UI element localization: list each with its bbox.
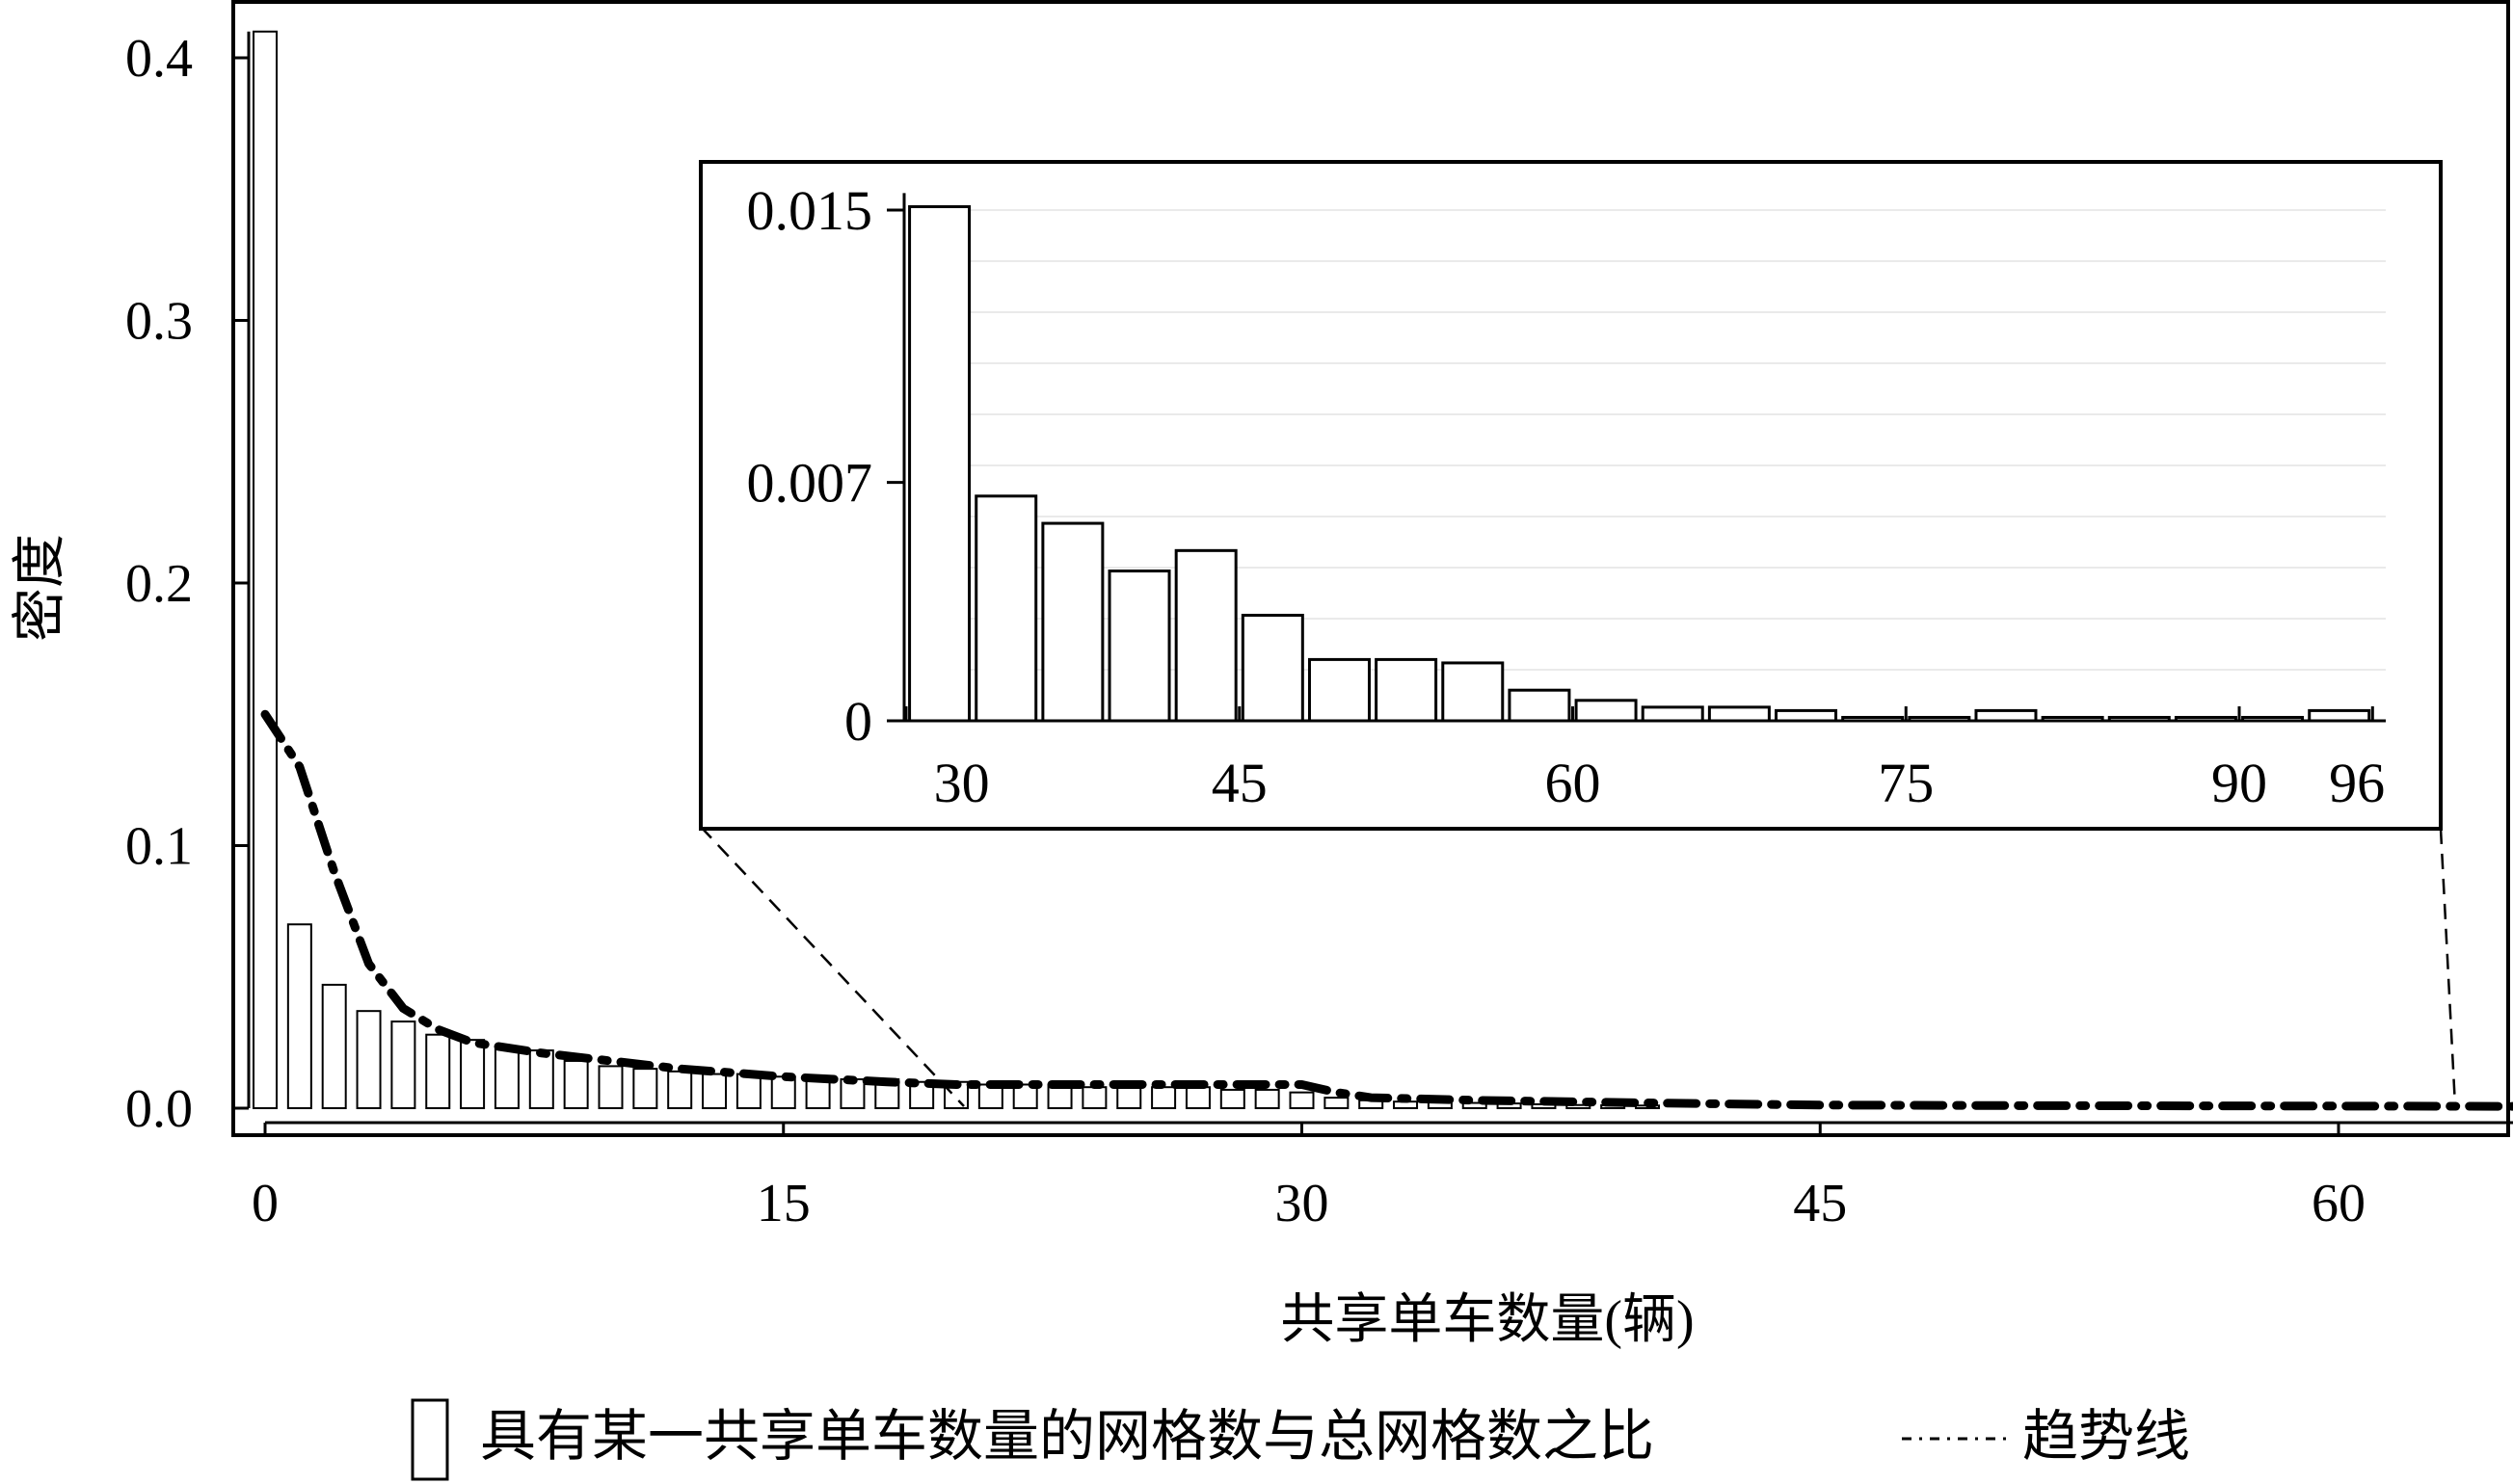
inset-x-tick-label-96: 96 xyxy=(2329,752,2385,814)
main-y-tick-label-0.2: 0.2 xyxy=(125,554,193,614)
legend-bar-label: 具有某一共享单车数量的网格数与总网格数之比 xyxy=(480,1405,1654,1468)
legend: 具有某一共享单车数量的网格数与总网格数之比 趋势线 xyxy=(411,1398,2190,1481)
main-bar-11 xyxy=(632,1068,658,1109)
main-y-tick-label-0.0: 0.0 xyxy=(125,1079,193,1139)
legend-trend-label: 趋势线 xyxy=(2022,1405,2190,1468)
main-bar-26 xyxy=(1151,1086,1177,1109)
main-x-tick-label-0: 0 xyxy=(252,1174,279,1233)
main-bar-9 xyxy=(563,1059,589,1109)
main-x-tick-label-15: 15 xyxy=(757,1174,811,1233)
main-y-tick-label-0.1: 0.1 xyxy=(125,817,193,877)
main-y-axis: 0.0 0.1 0.2 0.3 0.4 xyxy=(125,29,251,1139)
inset-bar-49.5 xyxy=(1307,657,1371,723)
inset-x-tick-label-60: 60 xyxy=(1545,752,1601,814)
inset-bar-79.5 xyxy=(1974,708,2038,723)
inset-bars xyxy=(908,204,2371,723)
inset-y-axis: 0 0.007 0.015 xyxy=(747,179,906,753)
inset-bar-94.5 xyxy=(2308,708,2371,723)
zoom-connector-right xyxy=(2439,828,2457,1107)
inset-bar-43.5 xyxy=(1174,548,1238,723)
main-bar-6 xyxy=(460,1039,486,1110)
main-bar-5 xyxy=(425,1033,451,1109)
main-bar-25 xyxy=(1116,1086,1142,1109)
inset-bar-31.5 xyxy=(908,204,972,723)
inset-bar-58.5 xyxy=(1508,688,1571,723)
main-bar-29 xyxy=(1254,1088,1280,1110)
main-bar-24 xyxy=(1082,1086,1108,1109)
main-bar-13 xyxy=(702,1073,728,1109)
inset-bar-64.5 xyxy=(1641,705,1704,723)
main-bar-7 xyxy=(494,1047,520,1109)
main-bar-3 xyxy=(356,1010,382,1110)
main-x-tick-label-45: 45 xyxy=(1793,1174,1847,1233)
inset-bar-55.5 xyxy=(1441,661,1505,723)
x-axis-title: 共享单车数量(辆) xyxy=(1280,1290,1694,1350)
inset-bar-67.5 xyxy=(1707,705,1771,723)
main-bar-1 xyxy=(286,923,312,1109)
main-plot-frame xyxy=(231,0,2510,1137)
y-axis-title: 密度 xyxy=(11,534,70,642)
inset-bar-61.5 xyxy=(1574,699,1638,723)
inset-bar-40.5 xyxy=(1108,570,1171,723)
inset-y-tick-label-0.007: 0.007 xyxy=(747,452,873,515)
inset-y-tick-label-0: 0 xyxy=(844,690,872,753)
main-bar-14 xyxy=(735,1073,762,1109)
inset-grid xyxy=(933,209,2386,671)
trend-line-path xyxy=(260,709,2513,1111)
main-bar-35 xyxy=(1461,1101,1487,1110)
main-bar-30 xyxy=(1289,1091,1315,1110)
inset-bar-52.5 xyxy=(1375,657,1438,723)
main-bar-38 xyxy=(1565,1103,1591,1109)
zoom-connector-left xyxy=(700,826,965,1107)
main-x-tick-label-60: 60 xyxy=(2312,1174,2366,1233)
main-bar-28 xyxy=(1219,1088,1245,1110)
inset-bar-70.5 xyxy=(1775,708,1838,723)
legend-bar-swatch xyxy=(411,1398,449,1481)
main-bar-4 xyxy=(390,1020,416,1109)
inset-bar-46.5 xyxy=(1241,613,1304,723)
inset-bar-34.5 xyxy=(975,494,1038,723)
inset-x-tick-label-30: 30 xyxy=(934,752,990,814)
main-y-tick-label-0.4: 0.4 xyxy=(125,29,193,89)
main-bars xyxy=(253,30,1660,1110)
main-trend-line xyxy=(260,709,2513,1111)
main-bar-0 xyxy=(253,30,278,1109)
inset-x-tick-label-90: 90 xyxy=(2211,752,2267,814)
main-bar-27 xyxy=(1185,1086,1211,1109)
inset-x-axis: 30 45 60 75 90 96 xyxy=(904,706,2386,814)
main-bar-12 xyxy=(667,1070,693,1109)
main-bar-10 xyxy=(598,1065,624,1110)
main-x-tick-label-30: 30 xyxy=(1275,1174,1329,1233)
inset-x-tick-label-75: 75 xyxy=(1878,752,1934,814)
main-bar-8 xyxy=(528,1049,554,1110)
inset-y-tick-label-0.015: 0.015 xyxy=(747,179,873,242)
main-bar-31 xyxy=(1323,1097,1350,1109)
main-bar-2 xyxy=(321,983,347,1109)
inset-bar-37.5 xyxy=(1041,521,1105,723)
main-y-tick-label-0.3: 0.3 xyxy=(125,292,193,352)
inset-x-tick-label-45: 45 xyxy=(1212,752,1268,814)
